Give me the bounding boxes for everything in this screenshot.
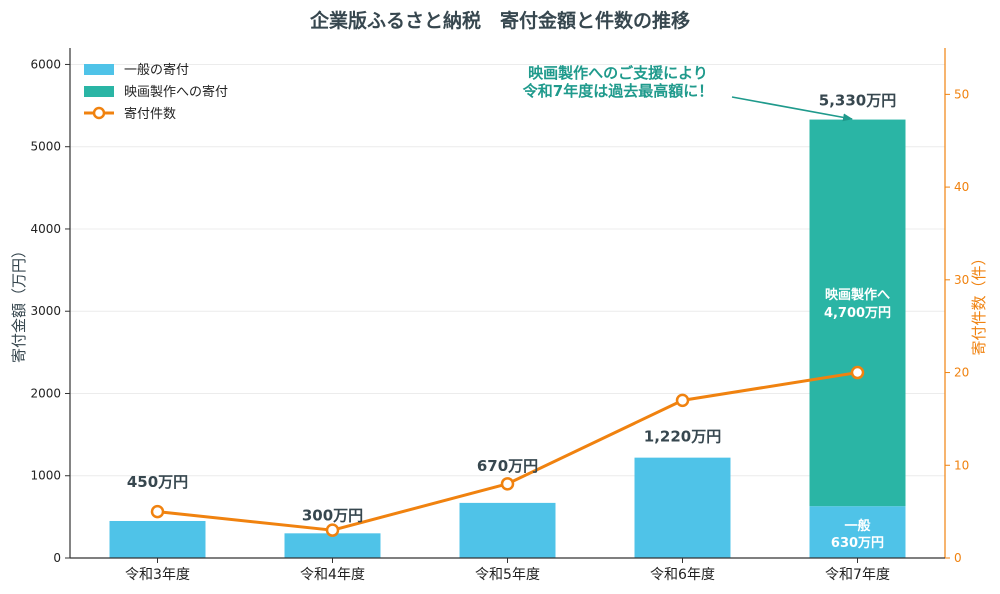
y-tick-label: 3000 bbox=[30, 304, 61, 318]
y-tick-label: 2000 bbox=[30, 386, 61, 400]
x-tick-label: 令和5年度 bbox=[475, 567, 540, 583]
annotation-line-2: 令和7年度は過去最高額に！ bbox=[523, 82, 713, 100]
annotation-line-1: 映画製作へのご支援により bbox=[528, 64, 708, 82]
general-segment-value: 630万円 bbox=[831, 536, 884, 551]
x-tick-label: 令和4年度 bbox=[300, 567, 365, 583]
legend-label-film: 映画製作への寄付 bbox=[124, 84, 228, 100]
y-tick-label: 1000 bbox=[30, 469, 61, 483]
y2-tick-label: 20 bbox=[954, 366, 969, 380]
bar-general bbox=[634, 457, 731, 558]
y2-axis-title: 寄付件数（件） bbox=[970, 250, 988, 355]
chart-title: 企業版ふるさと納税 寄付金額と件数の推移 bbox=[309, 9, 690, 32]
y2-tick-label: 30 bbox=[954, 273, 969, 287]
legend-swatch-count-marker bbox=[92, 106, 106, 120]
bar-layer bbox=[109, 119, 906, 558]
axis-layer: 0 1000 2000 3000 4000 5000 6000 0 10 20 30 40 50 令和3年… bbox=[10, 48, 988, 583]
total-value-label: 670万円 bbox=[477, 457, 538, 475]
film-segment-value: 4,700万円 bbox=[824, 306, 891, 321]
bar-general bbox=[109, 520, 206, 558]
y2-tick-label: 50 bbox=[954, 87, 969, 101]
line-layer bbox=[150, 365, 865, 537]
y-tick-label: 5000 bbox=[30, 140, 61, 154]
film-segment-label: 映画製作へ bbox=[825, 287, 890, 303]
count-point bbox=[500, 477, 515, 491]
total-value-label: 300万円 bbox=[302, 506, 363, 524]
y-tick-label: 6000 bbox=[30, 57, 61, 71]
y-tick-label: 0 bbox=[53, 551, 61, 565]
annotation-arrow bbox=[731, 96, 853, 122]
legend-swatch-general bbox=[84, 64, 114, 75]
bar-film bbox=[809, 119, 906, 507]
y2-tick-label: 40 bbox=[954, 180, 969, 194]
x-tick-label: 令和3年度 bbox=[125, 567, 190, 583]
legend-label-count: 寄付件数 bbox=[124, 106, 176, 122]
count-point bbox=[150, 504, 165, 519]
y-axis-title: 寄付金額（万円） bbox=[10, 243, 28, 363]
count-point bbox=[850, 365, 865, 380]
bar-general bbox=[459, 502, 556, 558]
x-tick-label: 令和6年度 bbox=[650, 567, 715, 583]
y2-tick-label: 0 bbox=[954, 551, 962, 565]
x-tick-label: 令和7年度 bbox=[825, 567, 890, 583]
legend-swatch-film bbox=[84, 86, 114, 97]
y2-tick-label: 10 bbox=[954, 458, 969, 472]
bar-general bbox=[284, 533, 381, 558]
total-value-label: 1,220万円 bbox=[644, 428, 721, 446]
count-point bbox=[325, 523, 340, 537]
count-point bbox=[675, 393, 690, 408]
total-value-label: 450万円 bbox=[127, 473, 188, 491]
total-value-label: 5,330万円 bbox=[819, 92, 896, 110]
y-tick-label: 4000 bbox=[30, 222, 61, 236]
bar-general bbox=[809, 506, 906, 558]
general-segment-label: 一般 bbox=[844, 518, 870, 534]
legend-label-general: 一般の寄付 bbox=[124, 62, 189, 78]
grid-layer bbox=[70, 63, 945, 477]
